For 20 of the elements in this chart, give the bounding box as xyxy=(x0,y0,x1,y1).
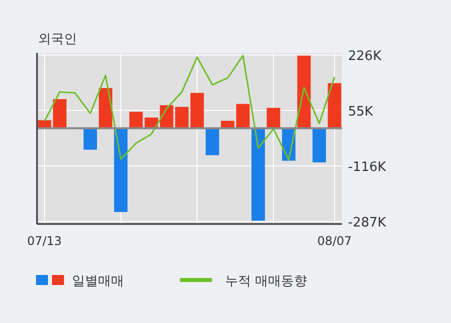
y-tick-label: -116K xyxy=(348,160,387,175)
bar xyxy=(53,99,66,128)
bar xyxy=(206,128,220,156)
legend-label: 일별매매 xyxy=(72,274,124,289)
legend-label: 누적 매매동향 xyxy=(225,274,308,289)
x-tick-label: 08/07 xyxy=(317,234,352,248)
bar xyxy=(190,92,204,128)
bar xyxy=(98,88,112,128)
y-tick-label: -287K xyxy=(348,215,387,230)
bar xyxy=(312,128,326,162)
y-tick-label: 226K xyxy=(348,48,382,64)
bar xyxy=(84,128,97,150)
y-tick-label: 55K xyxy=(348,104,374,120)
bar xyxy=(251,128,265,221)
bar xyxy=(266,108,280,128)
chart-title: 외국인 xyxy=(38,32,77,47)
bar xyxy=(114,128,128,212)
line-series xyxy=(44,54,336,161)
bar xyxy=(328,83,342,128)
x-tick-label: 07/13 xyxy=(27,234,62,248)
